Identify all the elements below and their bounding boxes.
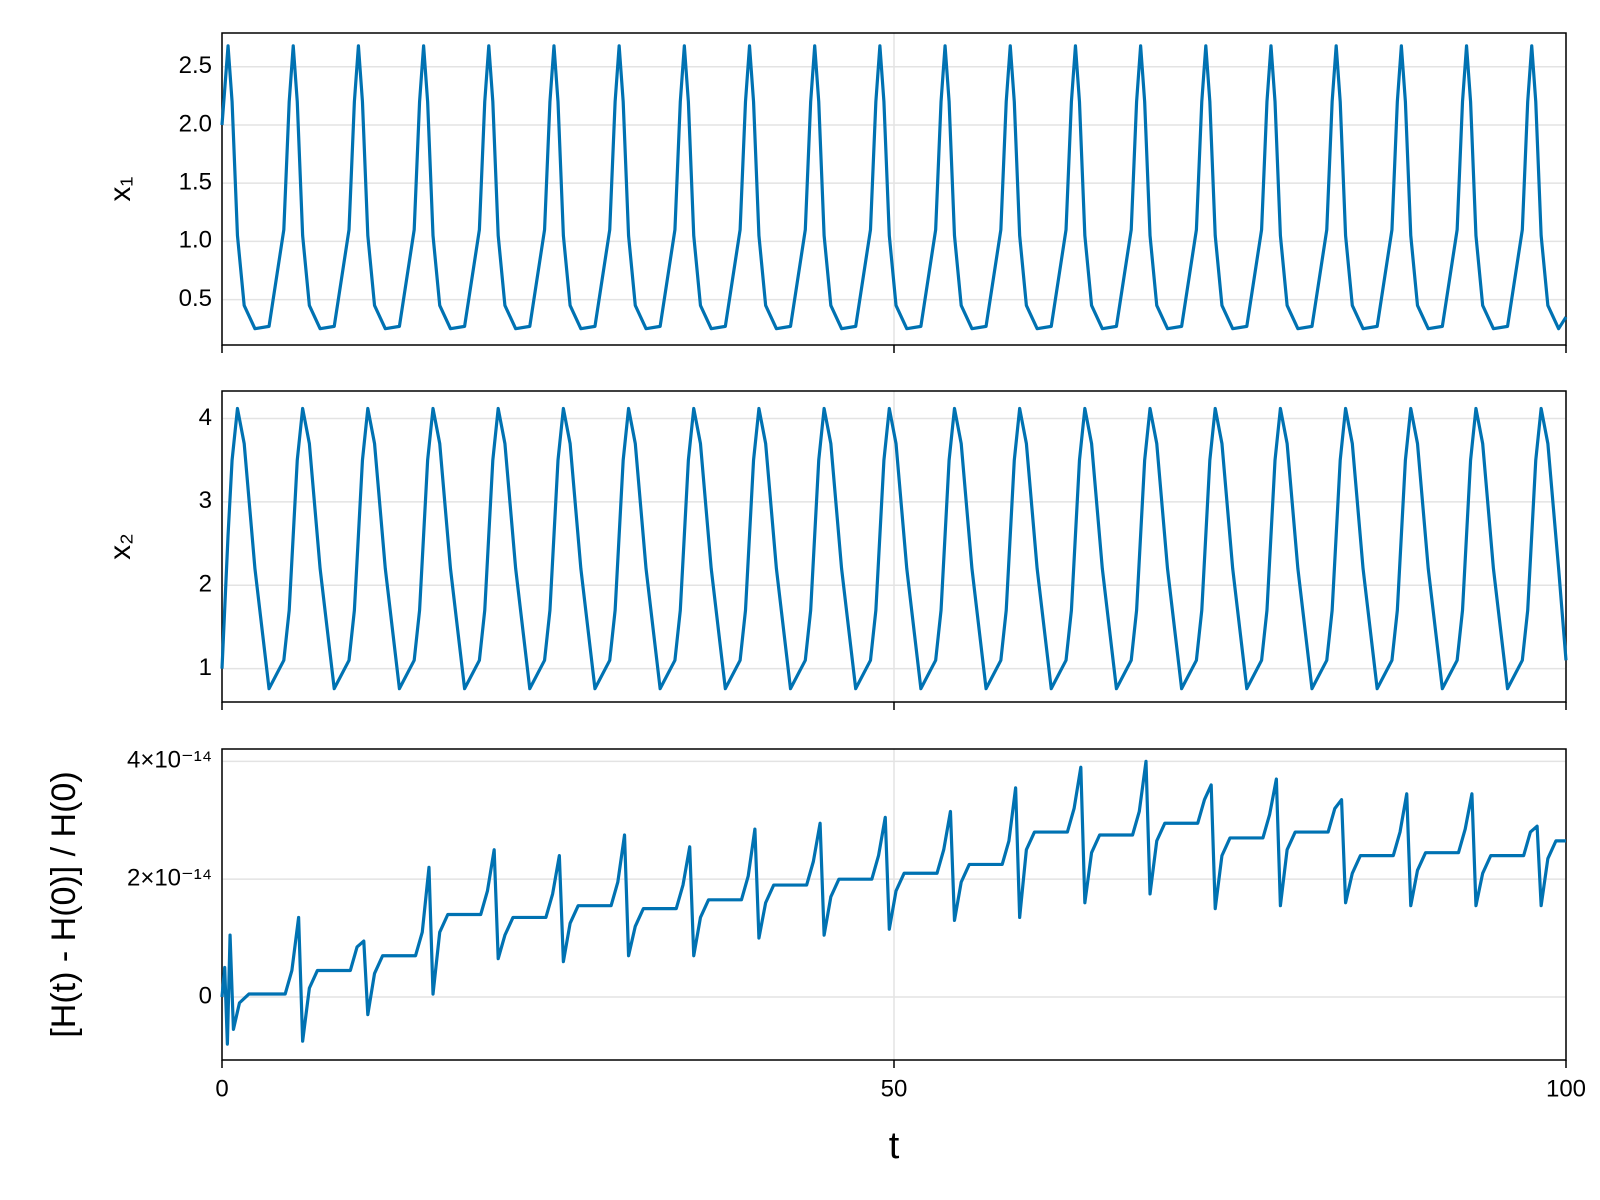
y-tick-label: 2.0 [179,110,212,137]
plot-frame [221,748,1567,1061]
y-axis-label: x₁ [104,176,137,201]
y-tick-label: 3 [199,487,212,514]
y-tick-label: 2×10⁻¹⁴ [127,865,212,892]
plot-frame [221,390,1567,703]
plot-frame [221,32,1567,346]
data-line [220,406,1568,691]
y-axis-label: [H(t) - H(0)] / H(0) [45,771,83,1037]
y-tick-label: 0 [199,982,212,1009]
x-axis-label: t [889,1125,900,1167]
data-line [220,759,1566,1046]
y-tick-label: 1.5 [179,169,212,196]
x-tick-label: 0 [215,1075,228,1102]
y-tick-label: 1 [199,654,212,681]
data-line [220,44,1568,331]
y-tick-label: 2.5 [179,52,212,79]
y-tick-label: 2 [199,571,212,598]
x-tick-label: 50 [881,1075,908,1102]
y-axis-label: x₂ [104,533,137,560]
y-tick-label: 0.5 [179,285,212,312]
y-tick-label: 4 [199,404,212,431]
y-tick-label: 1.0 [179,227,212,254]
x-tick-label: 100 [1546,1075,1586,1102]
y-tick-label: 4×10⁻¹⁴ [127,747,212,774]
